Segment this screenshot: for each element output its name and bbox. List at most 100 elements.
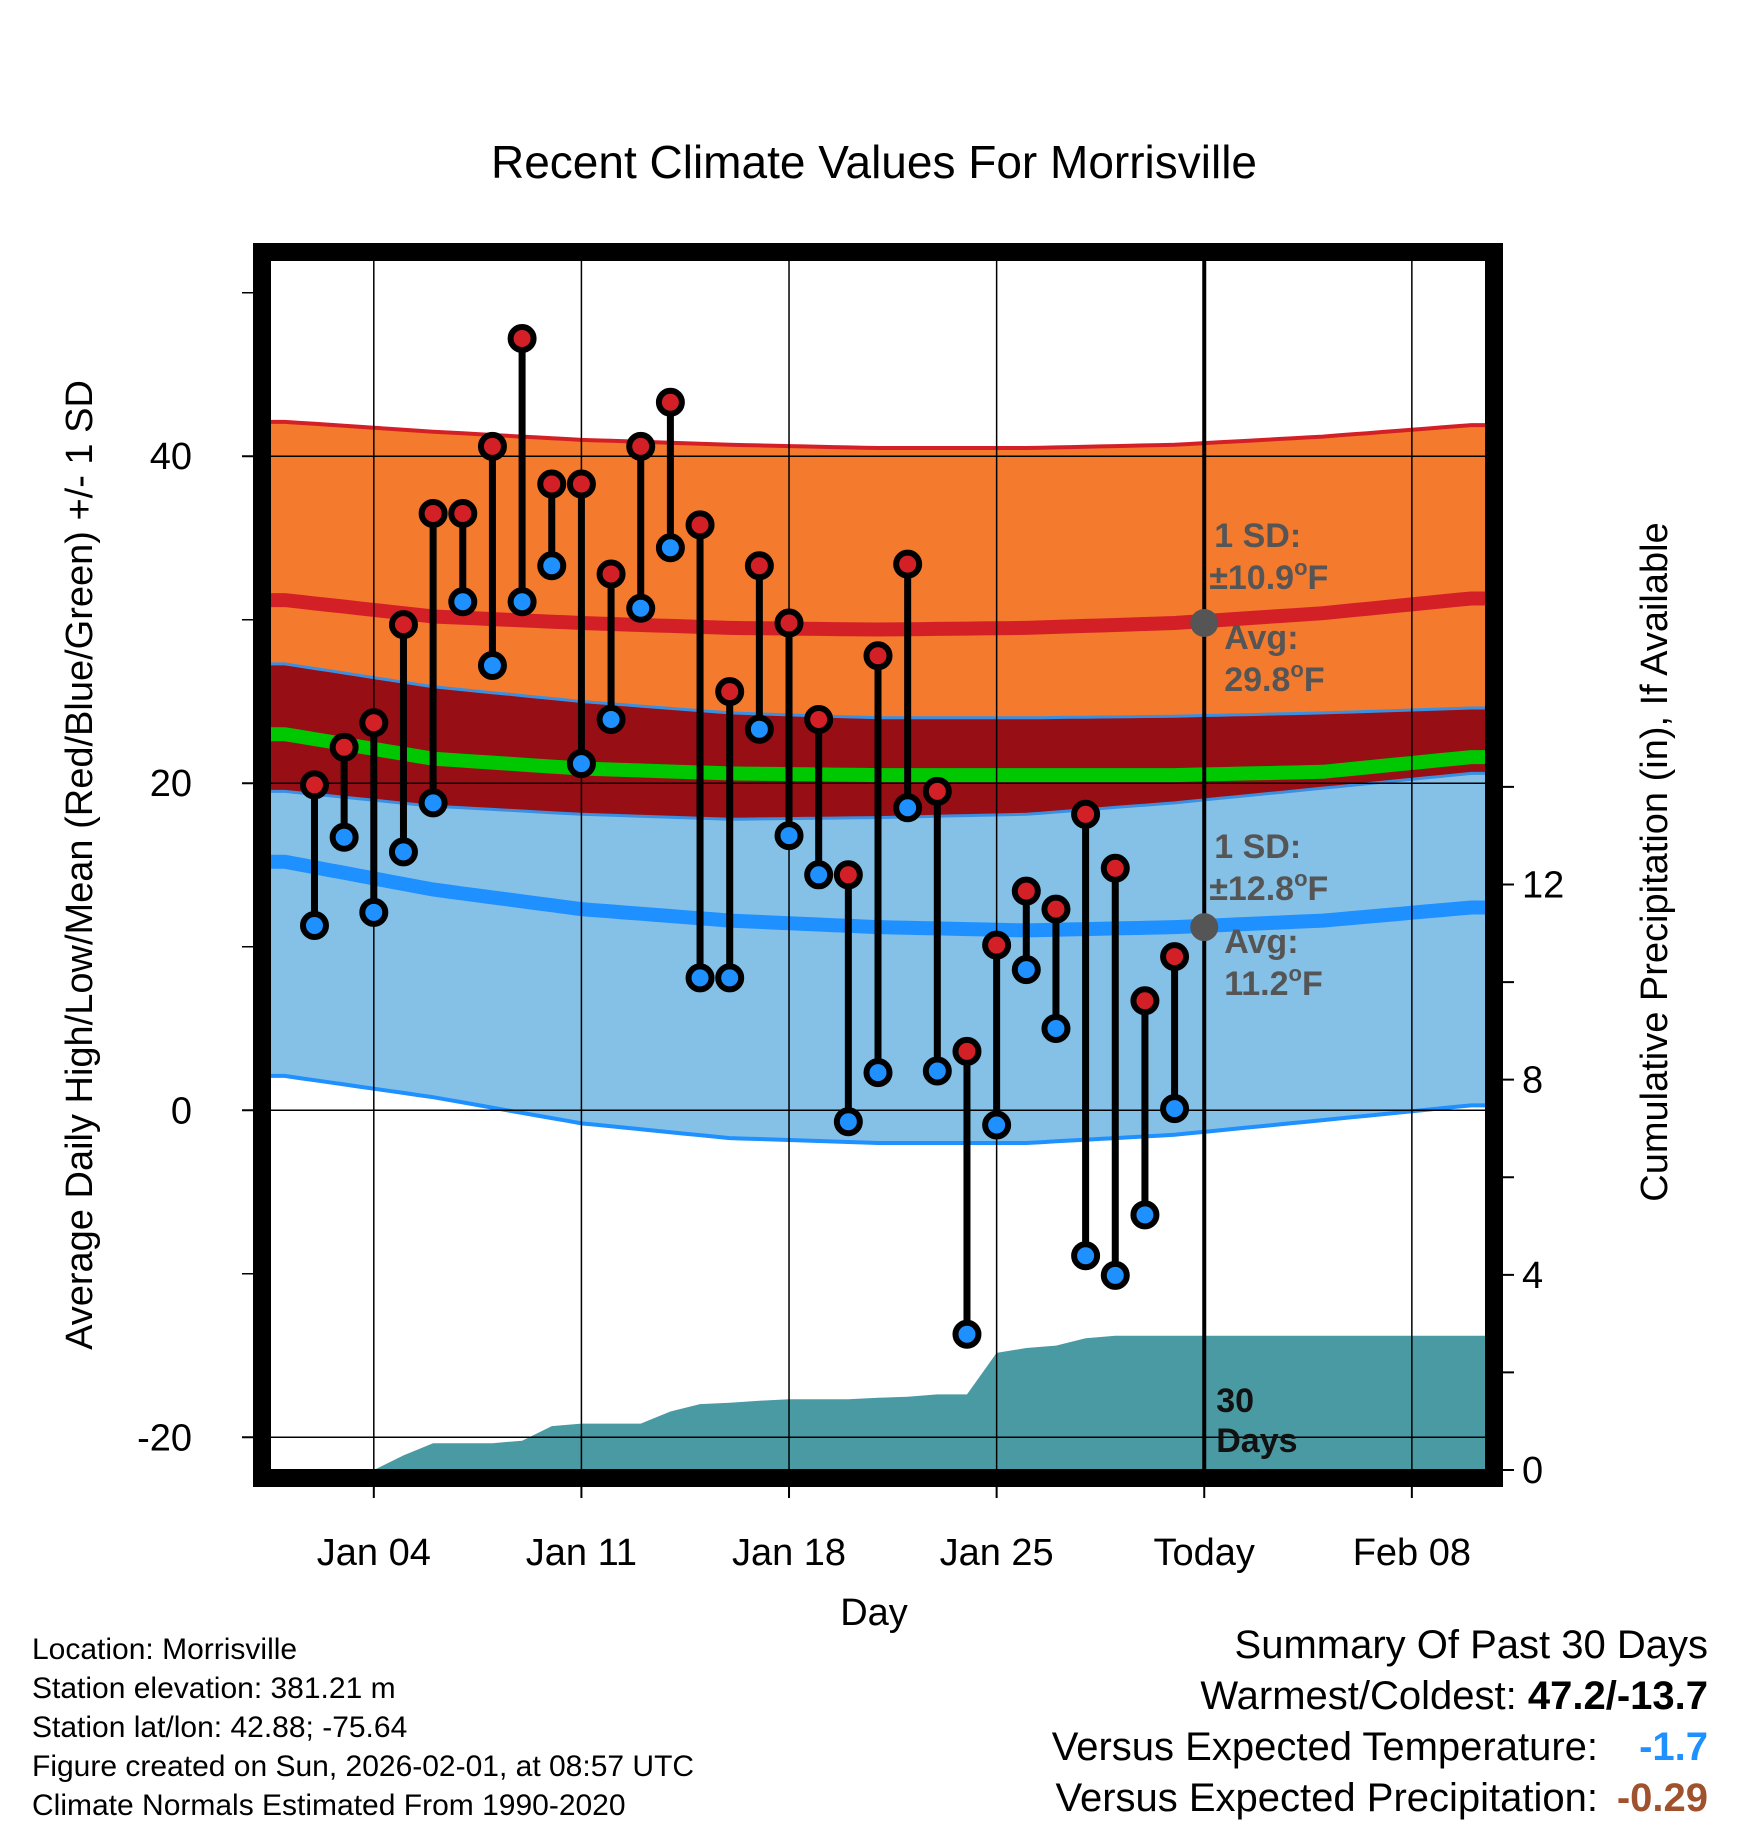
low-marker-day-29: [1130, 1200, 1160, 1230]
low-marker-day-24: [982, 1110, 1012, 1140]
ytick-label-right-8: 8: [1522, 1060, 1543, 1102]
low-marker-day-6: [448, 587, 478, 617]
high-marker-day-12: [626, 431, 656, 461]
low-marker-day-28: [1100, 1260, 1130, 1290]
summary-heading: Summary Of Past 30 Days: [1234, 1623, 1708, 1667]
low-marker-day-5: [418, 788, 448, 818]
created-text: Figure created on Sun, 2026-02-01, at 08…: [32, 1750, 695, 1783]
low-marker-day-3: [359, 897, 389, 927]
low-marker-day-22: [922, 1056, 952, 1086]
high-marker-day-1: [299, 770, 329, 800]
high-marker-day-15: [715, 677, 745, 707]
low-marker-day-4: [388, 837, 418, 867]
high-marker-day-10: [566, 469, 596, 499]
low-marker-day-11: [596, 704, 626, 734]
high-avg-label: Avg:: [1224, 619, 1298, 657]
precip-anomaly-value: -0.29: [1616, 1776, 1708, 1820]
high-marker-day-20: [863, 641, 893, 671]
daily-range-stems: [310, 338, 1179, 1335]
high-marker-day-17: [774, 608, 804, 638]
high-marker-day-29: [1130, 986, 1160, 1016]
low-marker-day-8: [507, 587, 537, 617]
ytick-label-right-0: 0: [1522, 1450, 1543, 1492]
high-sd-label: 1 SD:: [1214, 517, 1301, 555]
ytick-label-left-0: 0: [171, 1090, 192, 1132]
station-info: Location: Morrisville Station elevation:…: [32, 1630, 694, 1825]
high-marker-day-23: [952, 1036, 982, 1066]
low-marker-day-19: [833, 1107, 863, 1137]
high-avg-value: 29.8oF: [1224, 657, 1324, 699]
low-sd-value: ±12.8oF: [1209, 866, 1328, 908]
high-marker-day-7: [477, 431, 507, 461]
today-days-label: Days: [1216, 1422, 1297, 1460]
low-marker-day-21: [893, 793, 923, 823]
location-text: Location: Morrisville: [32, 1633, 298, 1666]
high-marker-day-2: [329, 732, 359, 762]
precipitation-area: [314, 1335, 1486, 1470]
high-sd-value: ±10.9oF: [1209, 555, 1328, 597]
low-marker-day-27: [1071, 1241, 1101, 1271]
low-marker-day-10: [566, 749, 596, 779]
xtick-label-31: Today: [1154, 1532, 1255, 1574]
high-marker-day-4: [388, 610, 418, 640]
y-axis-label-left: Average Daily High/Low/Mean (Red/Blue/Gr…: [59, 380, 101, 1350]
ytick-label-left--20: -20: [137, 1417, 192, 1459]
low-marker-day-26: [1041, 1014, 1071, 1044]
low-marker-day-1: [299, 911, 329, 940]
high-marker-day-6: [448, 498, 478, 528]
ytick-label-right-12: 12: [1522, 865, 1564, 907]
temp-anomaly-row: Versus Expected Temperature: -1.7: [1052, 1722, 1708, 1773]
right-axis: 0 4 8 12: [1494, 785, 1564, 1492]
high-marker-day-25: [1011, 876, 1041, 906]
precip-area: [314, 1335, 1486, 1470]
daily-markers: [299, 323, 1190, 1349]
high-marker-day-5: [418, 498, 448, 528]
today-days-count: 30: [1216, 1382, 1254, 1420]
high-marker-day-27: [1071, 799, 1101, 829]
high-marker-day-24: [982, 930, 1012, 960]
warmest-coldest-row: Warmest/Coldest: 47.2/-13.7: [1052, 1671, 1708, 1722]
elevation-text: Station elevation: 381.21 m: [32, 1672, 396, 1705]
low-marker-day-30: [1160, 1094, 1190, 1124]
low-marker-day-16: [744, 714, 774, 744]
xtick-label-24: Jan 25: [940, 1532, 1054, 1574]
high-avg-dot: [1190, 609, 1219, 637]
high-marker-day-16: [744, 551, 774, 581]
temp-anomaly-label: Versus Expected Temperature:: [1051, 1725, 1598, 1769]
xtick-label-3: Jan 04: [317, 1532, 431, 1574]
high-upper-line: [270, 419, 1486, 450]
low-marker-day-12: [626, 593, 656, 623]
high-marker-day-14: [685, 510, 715, 540]
latlon-text: Station lat/lon: 42.88; -75.64: [32, 1711, 408, 1744]
high-marker-day-18: [804, 704, 834, 734]
low-sd-label: 1 SD:: [1214, 828, 1301, 866]
low-marker-day-15: [715, 963, 745, 993]
low-marker-day-25: [1011, 955, 1041, 985]
x-axis-label: Day: [840, 1592, 908, 1634]
normals-text: Climate Normals Estimated From 1990-2020: [32, 1789, 626, 1822]
ytick-label-left-40: 40: [150, 436, 192, 478]
low-marker-day-17: [774, 821, 804, 851]
chart-title: Recent Climate Values For Morrisville: [491, 136, 1257, 188]
precip-anomaly-label: Versus Expected Precipitation:: [1055, 1776, 1598, 1820]
low-marker-day-7: [477, 651, 507, 681]
high-marker-day-9: [537, 469, 567, 499]
low-avg-value: 11.2oF: [1224, 961, 1323, 1003]
high-marker-day-28: [1100, 853, 1130, 883]
high-marker-day-21: [893, 549, 923, 579]
xtick-label-10: Jan 11: [526, 1532, 637, 1574]
grid-lines: [270, 260, 1486, 1470]
low-marker-day-23: [952, 1319, 982, 1349]
low-marker-day-18: [804, 860, 834, 890]
high-marker-day-26: [1041, 894, 1071, 924]
left-axis: -20 0 20 40: [137, 291, 262, 1459]
warmest-coldest-label: Warmest/Coldest:: [1200, 1674, 1528, 1718]
xtick-label-38: Feb 08: [1353, 1532, 1471, 1574]
high-marker-day-3: [359, 708, 389, 738]
plot-frame: [253, 243, 1503, 1487]
high-marker-day-11: [596, 559, 626, 589]
ytick-label-right-4: 4: [1522, 1255, 1543, 1297]
low-marker-day-9: [537, 551, 567, 581]
high-marker-day-19: [833, 860, 863, 890]
